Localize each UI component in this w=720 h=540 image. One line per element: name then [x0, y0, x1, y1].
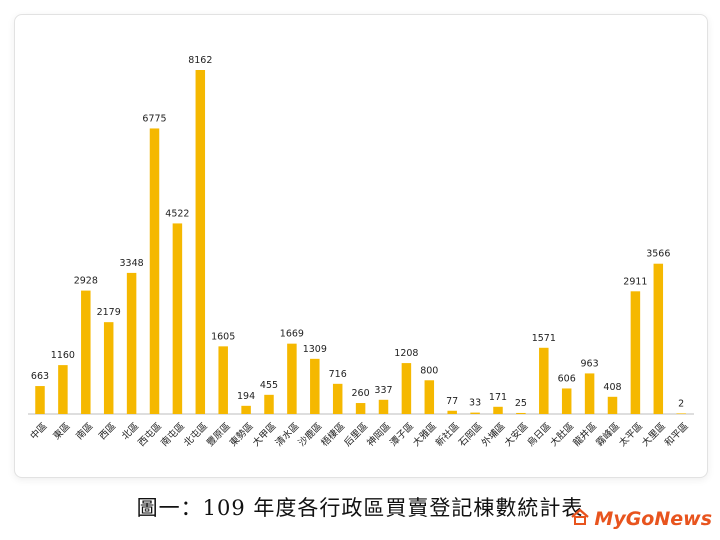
category-label: 東勢區: [227, 420, 256, 449]
data-label: 1160: [51, 350, 75, 361]
bar-豐原區: [218, 346, 228, 414]
category-label: 東區: [51, 420, 73, 442]
category-label: 大里區: [639, 420, 668, 449]
category-label: 烏日區: [525, 420, 554, 449]
category-label: 梧棲區: [319, 420, 348, 449]
data-label: 77: [446, 396, 458, 407]
data-label: 194: [237, 391, 255, 402]
data-label: 3566: [646, 249, 670, 260]
data-label: 8162: [188, 55, 212, 66]
category-label: 新社區: [433, 420, 462, 449]
bar-梧棲區: [332, 383, 343, 414]
bar-大甲區: [264, 394, 274, 414]
house-icon: [570, 507, 590, 531]
data-label: 606: [558, 373, 576, 384]
data-label: 6775: [142, 113, 166, 124]
bar-和平區: [676, 413, 686, 414]
category-label: 和平區: [663, 421, 691, 449]
data-label: 171: [489, 392, 507, 403]
category-label: 潭子區: [387, 420, 416, 449]
bar-南區: [81, 290, 91, 414]
category-label: 大甲區: [250, 420, 279, 449]
data-label: 1669: [280, 329, 304, 340]
bar-潭子區: [401, 363, 412, 414]
mygonews-logo: MyGoNews: [570, 506, 712, 532]
bar-西屯區: [149, 128, 160, 414]
category-label: 后里區: [342, 421, 370, 449]
bar-大安區: [516, 412, 526, 414]
bar-霧峰區: [607, 396, 618, 414]
bar-東區: [58, 365, 68, 414]
data-label: 260: [352, 388, 370, 399]
bar-清水區: [287, 343, 297, 414]
data-label: 337: [374, 385, 392, 396]
bar-中區: [35, 386, 45, 414]
bar-東勢區: [241, 405, 251, 414]
data-label: 33: [469, 398, 481, 409]
bar-新社區: [447, 410, 457, 414]
bar-北屯區: [195, 70, 206, 414]
bar-石岡區: [470, 412, 480, 414]
bar-龍井區: [584, 373, 595, 414]
data-label: 2179: [97, 307, 121, 318]
category-label: 大雅區: [410, 420, 439, 449]
data-label: 2911: [623, 276, 647, 287]
bar-神岡區: [378, 399, 389, 414]
data-label: 1605: [211, 331, 235, 342]
category-label: 南屯區: [158, 420, 187, 449]
data-label: 1208: [394, 348, 418, 359]
bar-沙鹿區: [310, 358, 320, 414]
category-label: 清水區: [273, 420, 302, 449]
bar-外埔區: [493, 406, 503, 414]
bar-chart: 663中區1160東區2928南區2179西區3348北區6775西屯區4522…: [28, 55, 694, 449]
data-label: 663: [31, 371, 49, 382]
data-label: 25: [515, 398, 527, 409]
category-label: 霧峰區: [594, 421, 622, 449]
data-label: 3348: [120, 258, 144, 269]
category-label: 大安區: [502, 420, 531, 449]
bar-大雅區: [424, 380, 435, 414]
category-label: 南區: [74, 420, 96, 442]
category-label: 龍井區: [571, 420, 600, 449]
category-label: 大肚區: [548, 420, 577, 449]
category-label: 神岡區: [365, 420, 394, 449]
category-label: 太平區: [616, 420, 645, 449]
bar-北區: [126, 272, 137, 414]
data-label: 1571: [532, 333, 556, 344]
data-label: 2: [678, 398, 684, 409]
logo-text: MyGoNews: [594, 508, 712, 530]
data-label: 408: [603, 382, 621, 393]
data-label: 800: [420, 365, 438, 376]
data-label: 716: [329, 369, 347, 380]
data-label: 455: [260, 380, 278, 391]
data-label: 2928: [74, 276, 98, 287]
data-label: 4522: [165, 208, 189, 219]
category-label: 石岡區: [457, 421, 485, 449]
data-label: 963: [581, 358, 599, 369]
chart-caption: 圖一：109 年度各行政區買賣登記棟數統計表: [136, 496, 584, 520]
bar-大肚區: [561, 388, 572, 414]
category-label: 西區: [97, 421, 118, 442]
category-label: 中區: [28, 420, 50, 442]
bar-南屯區: [172, 223, 183, 414]
category-label: 西屯區: [136, 420, 165, 449]
bar-西區: [103, 322, 114, 414]
category-label: 豐原區: [204, 420, 233, 449]
bar-后里區: [355, 403, 366, 414]
category-label: 外埔區: [479, 420, 508, 449]
bar-烏日區: [539, 347, 549, 414]
bar-太平區: [630, 291, 641, 414]
category-label: 沙鹿區: [296, 420, 325, 449]
category-label: 北屯區: [181, 420, 210, 449]
bar-大里區: [653, 263, 664, 414]
data-label: 1309: [303, 344, 327, 355]
